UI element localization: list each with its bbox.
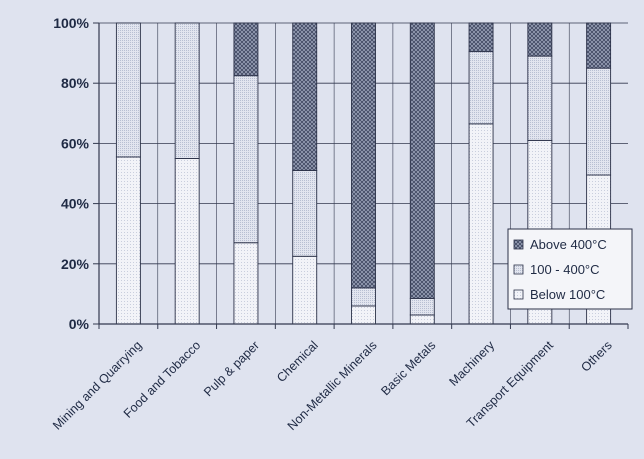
legend-swatch [513,264,524,275]
bar-segment [351,22,376,289]
bar-segment [468,51,494,125]
bars [115,22,612,325]
bar-segment [292,22,318,171]
y-tick-label: 40% [61,196,90,212]
bar-segment [174,22,200,159]
y-tick-label: 0% [69,316,90,332]
bar-segment [586,22,612,69]
x-tick-label: Chemical [274,338,321,385]
x-tick-label: Basic Metals [378,338,438,398]
bar-segment [115,22,141,158]
legend-label: Below 100°C [530,287,605,302]
y-tick-label: 80% [61,75,90,91]
bar-segment [292,170,318,257]
bar-segment [468,22,494,53]
bar-segment [292,255,318,325]
bar-segment [351,287,376,307]
y-tick-label: 100% [53,15,89,31]
y-tick-label: 20% [61,256,90,272]
bar-segment [409,22,435,299]
legend-swatch [513,239,524,250]
bar-segment [351,305,376,325]
bar-segment [233,75,259,244]
bar-segment [115,156,141,325]
bar-segment [468,123,494,325]
legend: Above 400°C 100 - 400°C Below 100°C [507,228,633,310]
bar-segment [409,314,435,325]
bar-segment [586,67,612,176]
x-tick-label: Pulp & paper [201,338,262,399]
x-tick-label: Others [578,338,614,374]
legend-label: 100 - 400°C [530,262,600,277]
legend-box [507,228,633,310]
bar-segment [409,297,435,316]
bar-segment [233,242,259,325]
x-tick-label: Machinery [446,338,497,389]
legend-swatch [513,289,524,300]
legend-label: Above 400°C [530,237,607,252]
y-tick-label: 60% [61,135,90,151]
bar-segment [527,55,553,141]
bar-segment [233,22,259,77]
bar-segment [527,22,553,57]
bar-segment [174,157,200,325]
